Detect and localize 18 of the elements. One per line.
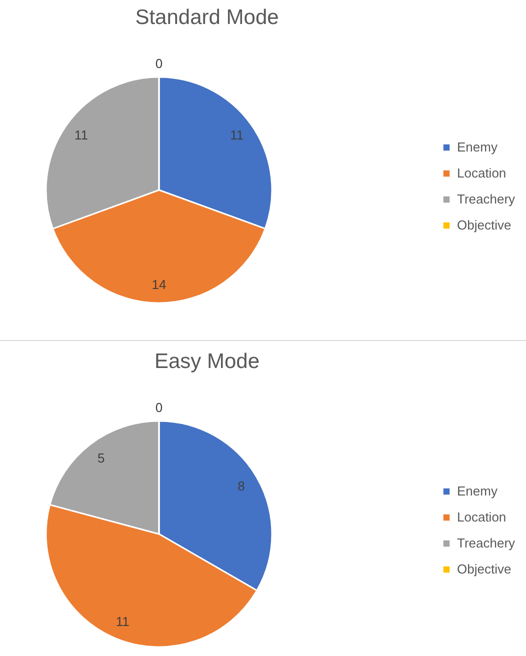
data-label: 11 [116, 614, 130, 629]
chart-title: Easy Mode [154, 350, 260, 373]
legend-label: Treachery [457, 192, 516, 206]
legend-label: Location [457, 510, 506, 524]
legend-label: Treachery [457, 536, 516, 550]
data-label: 8 [238, 478, 245, 494]
legend-label: Objective [457, 218, 512, 232]
text: 0 [155, 400, 163, 415]
data-label: 11 [230, 128, 244, 143]
text: 0 [155, 56, 163, 71]
data-label: 11 [74, 128, 88, 143]
data-label: 14 [152, 277, 166, 292]
data-label: 5 [98, 450, 105, 466]
legend-label: Location [457, 166, 506, 180]
legend-label: Enemy [457, 140, 498, 154]
legend-label: Objective [457, 562, 512, 576]
legend-label: Enemy [457, 484, 498, 498]
chart-title: Standard Mode [135, 6, 279, 29]
